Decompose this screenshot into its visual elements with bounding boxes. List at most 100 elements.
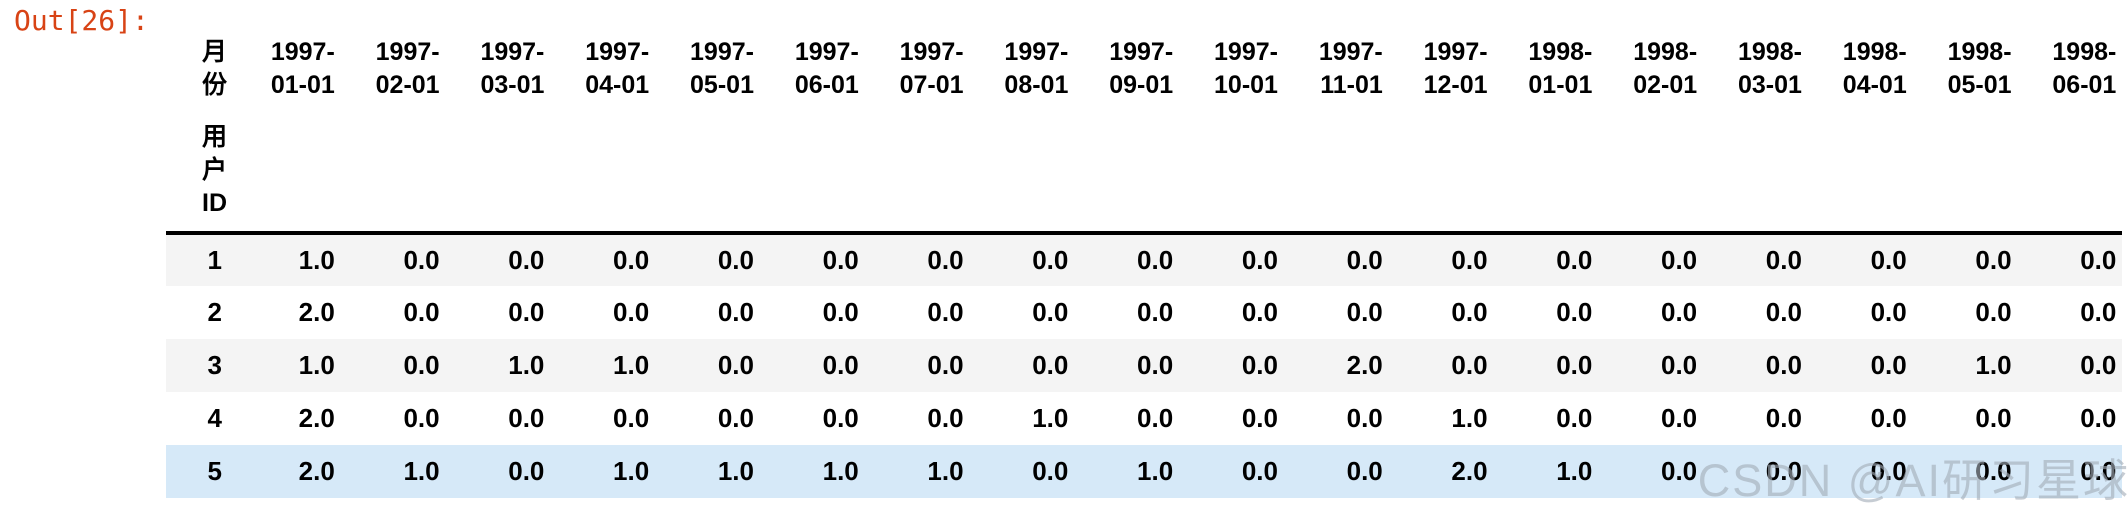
table-cell: 1.0 [1137,455,1174,486]
table-cell: 0.0 [2080,244,2117,275]
table-cell: 0.0 [927,296,964,327]
table-row[interactable]: 4 2.0 0.0 0.0 0.0 0.0 0.0 0.0 1.0 0.0 0.0 0.0 1.0 0.0… [166,392,2123,445]
row-index: 1 [207,244,222,275]
row-index: 5 [207,455,222,486]
table-head: 月份 1997-01-01 1997-02-01 1997-03-01 1997-04… [166,28,2123,233]
table-cell: 0.0 [1137,244,1174,275]
row-index: 4 [207,402,222,433]
dataframe-table: 月份 1997-01-01 1997-02-01 1997-03-01 1997-04… [166,28,2123,498]
table-cell: 0.0 [1661,296,1698,327]
table-row[interactable]: 1 1.0 0.0 0.0 0.0 0.0 0.0 0.0 0.0 0.0 0.0 0.0 0.0 0.0… [166,233,2123,286]
table-cell: 1.0 [717,455,754,486]
column-header: 1997-08-01 [1004,38,1069,99]
table-cell: 0.0 [927,244,964,275]
table-cell: 0.0 [822,244,859,275]
table-cell: 0.0 [613,244,650,275]
table-cell: 0.0 [2080,402,2117,433]
table-cell: 0.0 [927,402,964,433]
index-header-spacer [1808,110,1913,233]
index-header-spacer [1598,110,1703,233]
table-cell: 0.0 [403,402,440,433]
table-cell: 0.0 [1032,244,1069,275]
table-cell: 0.0 [1870,349,1907,380]
column-header: 1997-05-01 [690,38,754,99]
index-header-spacer [1389,110,1494,233]
column-header: 1997-01-01 [270,38,335,99]
index-header-spacer [760,110,865,233]
table-cell: 0.0 [508,402,545,433]
table-cell: 1.0 [1451,402,1488,433]
index-header-spacer [865,110,970,233]
index-header-spacer [236,110,341,233]
table-cell: 0.0 [2080,296,2117,327]
table-cell: 0.0 [1556,244,1593,275]
table-row[interactable]: 3 1.0 0.0 1.0 1.0 0.0 0.0 0.0 0.0 0.0 0.0 2.0 0.0 0.0… [166,339,2123,392]
table-cell: 0.0 [717,349,754,380]
column-header: 1998-02-01 [1633,38,1698,99]
table-cell: 0.0 [2080,455,2117,486]
column-header: 1997-10-01 [1214,38,1278,99]
table-row[interactable]: 2 2.0 0.0 0.0 0.0 0.0 0.0 0.0 0.0 0.0 0.0 0.0 0.0 0.0… [166,286,2123,339]
table-cell: 0.0 [1346,402,1383,433]
column-header: 1997-06-01 [794,38,859,99]
column-header: 1998-03-01 [1738,38,1802,99]
table-cell: 0.0 [1765,349,1802,380]
table-cell: 2.0 [1451,455,1488,486]
table-cell: 0.0 [1241,455,1278,486]
table-cell: 0.0 [1556,402,1593,433]
table-cell: 0.0 [1346,296,1383,327]
index-header-spacer [1074,110,1179,233]
table-cell: 0.0 [508,455,545,486]
table-cell: 0.0 [1032,455,1069,486]
table-cell: 0.0 [1032,296,1069,327]
column-header: 1997-02-01 [375,38,440,99]
table-cell: 0.0 [1975,455,2012,486]
index-header-spacer [446,110,551,233]
table-cell: 0.0 [927,349,964,380]
table-cell: 0.0 [613,402,650,433]
table-cell: 2.0 [298,402,335,433]
table-cell: 2.0 [298,455,335,486]
table-cell: 0.0 [508,296,545,327]
table-cell: 0.0 [717,402,754,433]
table-cell: 0.0 [1765,244,1802,275]
table-cell: 0.0 [1451,349,1488,380]
table-cell: 2.0 [298,296,335,327]
index-header-spacer [1494,110,1599,233]
table-cell: 0.0 [403,349,440,380]
table-cell: 1.0 [1975,349,2012,380]
table-row[interactable]: 5 2.0 1.0 0.0 1.0 1.0 1.0 1.0 0.0 1.0 0.0 0.0 2.0 1.0… [166,445,2123,498]
table-cell: 1.0 [1556,455,1593,486]
table-cell: 1.0 [822,455,859,486]
column-header: 1998-05-01 [1947,38,2012,99]
table-body: 1 1.0 0.0 0.0 0.0 0.0 0.0 0.0 0.0 0.0 0.0 0.0 0.0 0.0… [166,233,2123,498]
column-header: 1998-06-01 [2052,38,2117,99]
table-cell: 0.0 [1765,455,1802,486]
column-header: 1997-11-01 [1318,38,1383,99]
index-header-spacer [341,110,446,233]
table-cell: 2.0 [1346,349,1383,380]
table-cell: 0.0 [1661,349,1698,380]
table-cell: 0.0 [403,244,440,275]
column-header: 1997-03-01 [480,38,545,99]
index-header-spacer [970,110,1075,233]
index-header-spacer [2018,110,2123,233]
table-cell: 0.0 [403,296,440,327]
column-header: 1997-07-01 [899,38,964,99]
table-cell: 0.0 [822,402,859,433]
row-index: 3 [207,349,222,380]
table-cell: 0.0 [1241,402,1278,433]
table-cell: 0.0 [1870,402,1907,433]
table-cell: 0.0 [822,296,859,327]
table-cell: 0.0 [1137,402,1174,433]
table-cell: 0.0 [1346,455,1383,486]
columns-axis-name-label: 月份 [202,38,228,99]
column-header: 1997-09-01 [1109,38,1174,99]
table-cell: 0.0 [1556,349,1593,380]
index-axis-name-label: 用户ID [202,123,228,217]
output-prompt: Out[26]: [14,4,149,37]
table-cell: 0.0 [1870,296,1907,327]
table-cell: 0.0 [1975,244,2012,275]
columns-axis-name-cell: 月份 [166,28,236,110]
table-cell: 0.0 [1346,244,1383,275]
